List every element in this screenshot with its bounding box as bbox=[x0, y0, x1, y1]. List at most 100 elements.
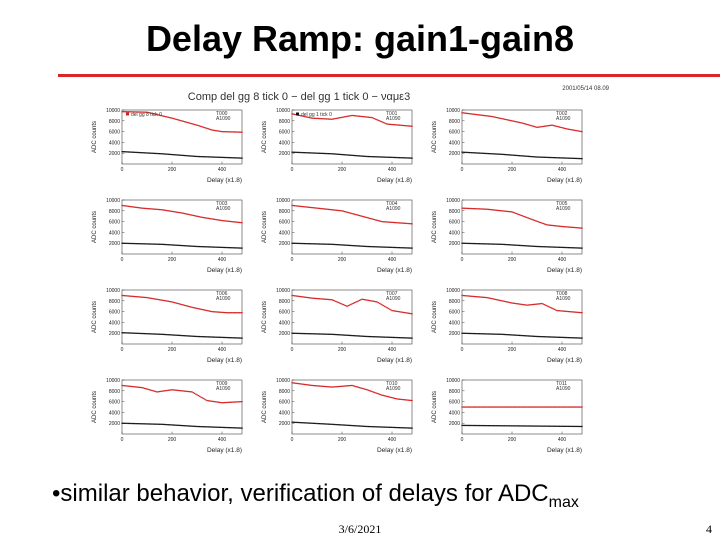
data-point bbox=[186, 425, 188, 427]
data-point bbox=[401, 427, 403, 429]
x-tick-label: 0 bbox=[461, 167, 464, 173]
data-point bbox=[553, 308, 556, 311]
data-point bbox=[581, 312, 583, 314]
data-point bbox=[391, 221, 393, 224]
data-point bbox=[486, 115, 488, 117]
data-point bbox=[191, 306, 193, 308]
data-point bbox=[540, 335, 542, 338]
data-point bbox=[196, 425, 198, 428]
data-point bbox=[341, 116, 343, 118]
data-point bbox=[463, 406, 466, 408]
y-tick-label: 4000 bbox=[109, 410, 120, 416]
data-point bbox=[543, 125, 546, 127]
data-point bbox=[221, 311, 223, 314]
data-point bbox=[537, 406, 539, 408]
data-point bbox=[538, 156, 541, 158]
data-point bbox=[491, 115, 493, 118]
data-point bbox=[212, 156, 214, 158]
x-tick-label: 0 bbox=[121, 437, 124, 443]
data-point bbox=[387, 156, 389, 158]
data-point bbox=[366, 335, 368, 338]
data-point bbox=[326, 298, 328, 301]
data-point bbox=[516, 213, 518, 215]
x-tick-label: 200 bbox=[168, 257, 177, 263]
data-point bbox=[410, 399, 412, 402]
data-point bbox=[240, 337, 242, 339]
data-point bbox=[535, 156, 537, 158]
data-point bbox=[148, 112, 151, 114]
data-point bbox=[146, 111, 148, 113]
data-point bbox=[212, 426, 214, 428]
data-point bbox=[353, 115, 356, 117]
data-point bbox=[133, 206, 136, 208]
data-point bbox=[328, 423, 331, 425]
data-point bbox=[493, 209, 496, 211]
data-point bbox=[231, 337, 233, 339]
data-point bbox=[475, 113, 477, 116]
x-tick-label: 400 bbox=[218, 257, 227, 263]
data-point bbox=[336, 423, 338, 426]
data-point bbox=[463, 295, 466, 297]
data-point bbox=[472, 295, 474, 298]
x-tick-label: 0 bbox=[291, 257, 294, 263]
data-point bbox=[395, 156, 397, 159]
data-point bbox=[312, 243, 314, 245]
y-tick-label: 4000 bbox=[279, 230, 290, 236]
data-point bbox=[151, 423, 153, 425]
data-point bbox=[121, 150, 123, 153]
x-tick-label: 200 bbox=[338, 167, 347, 173]
data-point bbox=[136, 296, 138, 298]
data-point bbox=[156, 243, 158, 245]
data-point bbox=[397, 398, 399, 400]
data-point bbox=[160, 423, 162, 425]
data-point bbox=[393, 426, 396, 429]
data-point bbox=[345, 305, 347, 307]
series-gain1 bbox=[121, 242, 243, 249]
data-point bbox=[356, 115, 358, 117]
data-point bbox=[198, 245, 201, 248]
data-point bbox=[540, 245, 542, 248]
data-point bbox=[122, 242, 124, 244]
data-point bbox=[481, 424, 483, 427]
data-point bbox=[133, 295, 136, 298]
data-point bbox=[373, 300, 376, 303]
data-point bbox=[403, 124, 406, 127]
y-tick-label: 2000 bbox=[109, 331, 120, 337]
data-point bbox=[331, 299, 333, 301]
data-point bbox=[188, 245, 191, 247]
data-point bbox=[132, 386, 134, 388]
data-point bbox=[300, 421, 302, 424]
data-point bbox=[557, 126, 559, 128]
data-point bbox=[125, 111, 127, 113]
data-point bbox=[177, 119, 179, 121]
page-number: 4 bbox=[706, 522, 712, 536]
data-point bbox=[568, 425, 571, 428]
data-point bbox=[203, 309, 206, 311]
data-point bbox=[462, 112, 464, 114]
data-point bbox=[153, 208, 156, 210]
data-point bbox=[332, 333, 334, 336]
data-point bbox=[528, 155, 531, 158]
data-point bbox=[477, 406, 479, 408]
data-point bbox=[548, 224, 551, 226]
data-point bbox=[491, 406, 493, 408]
data-point bbox=[375, 336, 377, 338]
data-point bbox=[375, 301, 377, 303]
data-point bbox=[188, 425, 191, 427]
data-point bbox=[362, 116, 364, 118]
data-point bbox=[235, 131, 237, 133]
data-point bbox=[520, 303, 522, 305]
data-point bbox=[502, 210, 504, 212]
data-point bbox=[157, 391, 159, 393]
data-point bbox=[210, 218, 212, 220]
data-point bbox=[131, 151, 133, 153]
data-point bbox=[385, 221, 387, 223]
data-point bbox=[492, 243, 494, 245]
x-tick-label: 200 bbox=[508, 167, 517, 173]
data-point bbox=[211, 218, 213, 220]
legend-label: del gg 8 tick 0 bbox=[131, 112, 162, 118]
data-point bbox=[195, 393, 197, 395]
data-point bbox=[566, 157, 568, 159]
data-point bbox=[202, 426, 204, 428]
data-point bbox=[143, 207, 146, 210]
